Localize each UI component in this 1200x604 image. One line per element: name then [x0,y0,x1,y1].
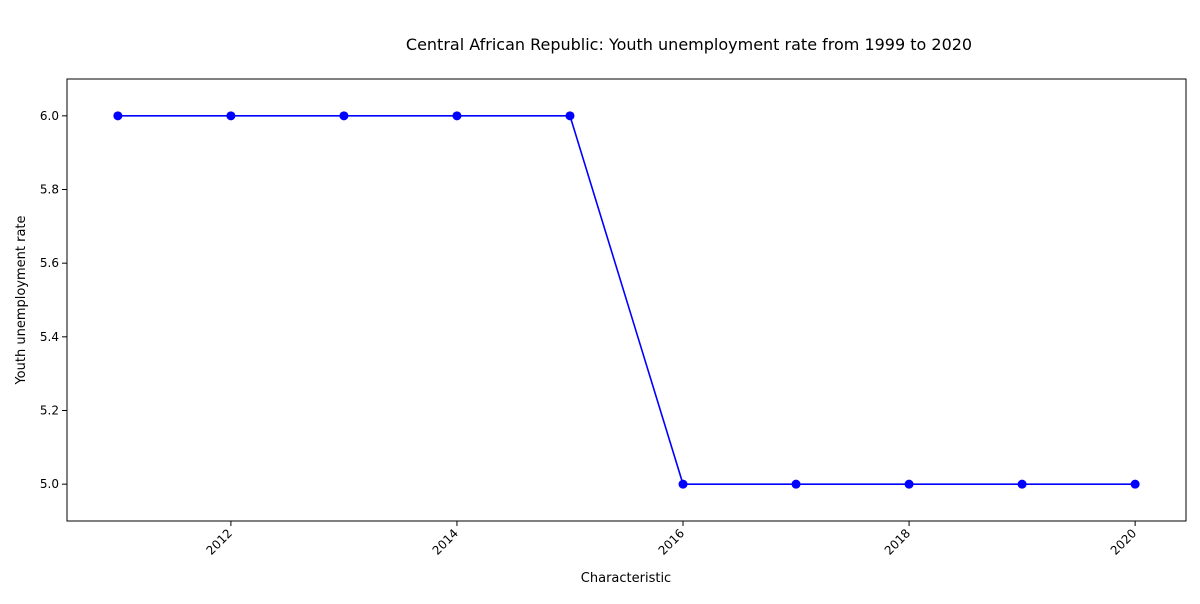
y-tick-label: 5.4 [40,330,59,344]
data-point-marker [1130,479,1140,489]
data-point-marker [565,111,575,121]
y-tick-label: 5.8 [40,183,59,197]
y-tick-label: 5.2 [40,404,59,418]
data-point-marker [452,111,462,121]
data-point-marker [226,111,236,121]
y-axis-label: Youth unemployment rate [14,215,29,385]
axes-frame [66,78,1187,522]
series-line [117,115,1136,485]
data-point-marker [1017,479,1027,489]
data-point-marker [791,479,801,489]
y-tick-label: 6.0 [40,109,59,123]
y-tick-label: 5.0 [40,477,59,491]
data-point-marker [113,111,123,121]
data-point-marker [339,111,349,121]
chart-title: Central African Republic: Youth unemploy… [406,35,972,54]
data-point-marker [678,479,688,489]
y-tick-label: 5.6 [40,256,59,270]
data-point-marker [904,479,914,489]
x-axis-label: Characteristic [581,571,671,586]
